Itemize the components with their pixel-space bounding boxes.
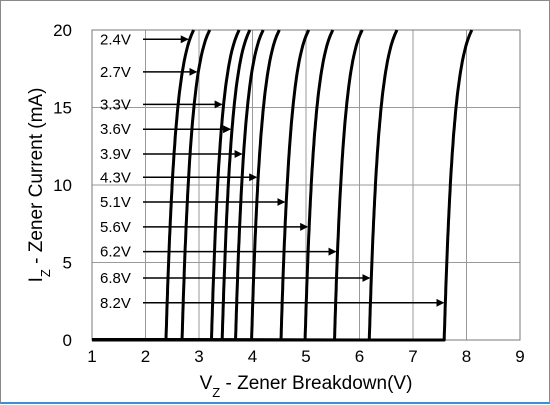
series-label: 3.3V xyxy=(100,96,131,113)
x-tick-label: 3 xyxy=(194,347,203,366)
series-label: 2.7V xyxy=(100,64,131,81)
series-curve-4.3V xyxy=(91,29,281,342)
series-curve-3.3V xyxy=(91,29,241,342)
series-label: 3.9V xyxy=(100,146,131,163)
x-tick-label: 8 xyxy=(462,347,471,366)
x-tick-label: 7 xyxy=(408,347,417,366)
y-tick-label: 5 xyxy=(63,254,72,273)
x-axis-title: VZ - Zener Breakdown(V) xyxy=(200,373,413,400)
series-labels: 2.4V 2.7V 3.3V 3.6V 3.9V 4.3V 5.1V 5.6V 6.2V 6.8V… xyxy=(100,31,445,312)
series xyxy=(91,29,474,342)
series-curve-3.6V xyxy=(91,29,252,342)
series-label: 2.4V xyxy=(100,31,131,48)
x-tick-label: 5 xyxy=(301,347,310,366)
series-label: 6.2V xyxy=(100,244,131,261)
x-tick-label: 9 xyxy=(515,347,524,366)
series-curve-5.6V xyxy=(91,29,335,342)
series-curve-2.7V xyxy=(91,29,212,342)
series-label: 5.1V xyxy=(100,194,131,211)
series-curve-8.2V xyxy=(91,29,474,342)
y-tick-label: 20 xyxy=(53,21,72,40)
series-curve-3.9V xyxy=(91,29,265,342)
series-curve-6.2V xyxy=(91,29,364,342)
y-axis-title: IZ - Zener Current (mA) xyxy=(26,88,53,283)
series-label: 6.8V xyxy=(100,270,131,287)
series-label: 8.2V xyxy=(100,295,131,312)
series-label: 5.6V xyxy=(100,219,131,236)
series-curve-6.8V xyxy=(91,29,399,342)
y-tick-label: 10 xyxy=(53,176,72,195)
x-tick-label: 4 xyxy=(248,347,257,366)
x-tick-label: 6 xyxy=(355,347,364,366)
series-curve-5.1V xyxy=(91,29,311,342)
y-tick-label: 15 xyxy=(53,99,72,118)
x-tick-label: 2 xyxy=(141,347,150,366)
series-curve-2.4V xyxy=(91,29,195,342)
y-tick-label: 0 xyxy=(63,331,72,350)
x-tick-label: 1 xyxy=(87,347,96,366)
series-label: 4.3V xyxy=(100,169,131,186)
series-label: 3.6V xyxy=(100,121,131,138)
axes: 1 2 3 4 5 6 7 8 9 0 5 10 15 20 xyxy=(53,21,525,366)
